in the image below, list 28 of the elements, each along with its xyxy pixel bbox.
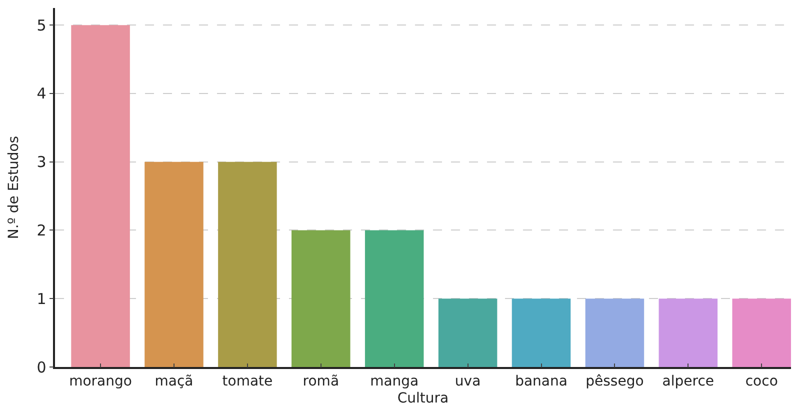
bar [438,298,498,367]
y-tick-label: 3 [36,153,46,172]
bar [585,298,644,367]
x-axis-title: Cultura [397,390,449,406]
x-tick-label: maçã [154,374,194,390]
y-tick-label: 0 [36,358,46,376]
x-tick-label: romã [302,374,340,390]
y-tick-label: 5 [36,16,46,34]
bar [512,298,571,367]
bar [364,230,424,367]
x-tick-label: morango [69,374,132,390]
bar [218,162,277,367]
bar [71,25,130,367]
x-tick-label: pêssego [586,374,644,390]
x-tick-label: manga [370,374,419,390]
x-tick-label: tomate [222,374,273,390]
x-tick-label: coco [745,374,778,390]
y-tick-label: 2 [36,221,46,240]
y-tick-label: 1 [36,290,46,308]
y-tick-label: 4 [36,84,46,103]
x-tick-label: uva [454,374,481,390]
x-tick-label: banana [515,374,568,390]
y-axis-title: N.º de Estudos [6,136,22,240]
x-tick-label: alperce [662,374,714,390]
bar [292,230,350,367]
bar [732,298,791,367]
bar [658,298,718,367]
bar [144,162,204,367]
